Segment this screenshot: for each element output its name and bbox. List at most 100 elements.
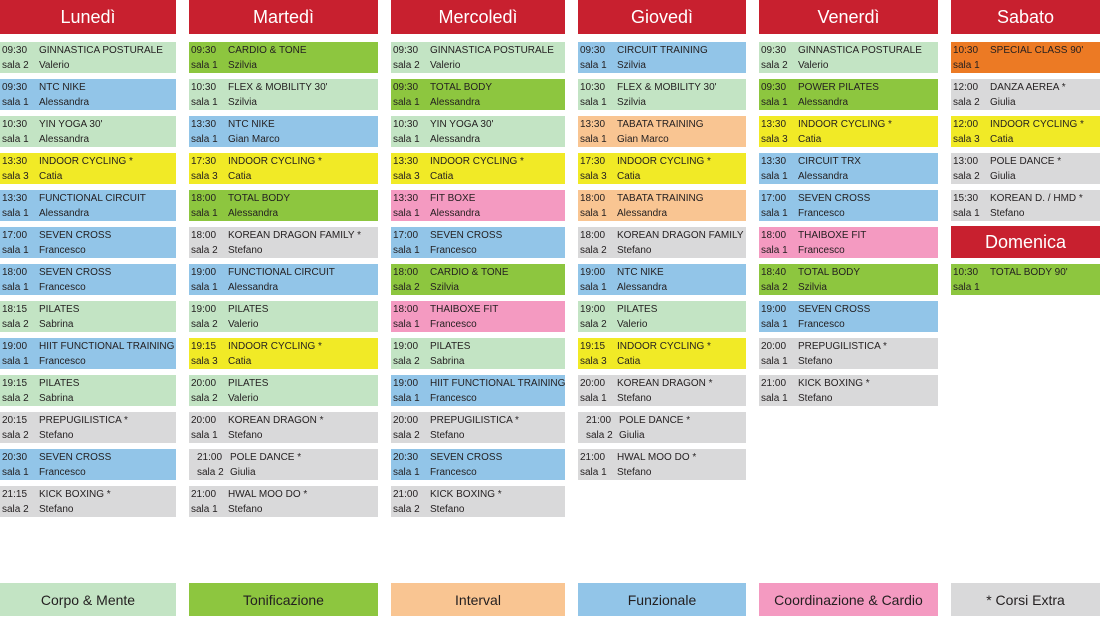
slot-teacher: Francesco [39,467,86,478]
day-header: Mercoledì [391,0,565,34]
slot-room: sala 1 [761,171,788,182]
slot-course: TABATA TRAINING [617,193,704,204]
slot-course: TABATA TRAINING [617,119,704,130]
class-slot: 10:30 YIN YOGA 30' sala 1 Alessandra [391,116,565,147]
slot-room: sala 2 [761,282,788,293]
class-slot: 19:00 SEVEN CROSS sala 1 Francesco [759,301,938,332]
slot-room: sala 1 [2,134,29,145]
slot-time: 10:30 [953,45,979,56]
slot-time: 17:00 [761,193,787,204]
day-header: Sabato [951,0,1100,34]
day-header: Lunedì [0,0,176,34]
class-slot: 17:00 SEVEN CROSS sala 1 Francesco [391,227,565,258]
slot-teacher: Giulia [230,467,256,478]
slot-teacher: Francesco [798,245,845,256]
slot-time: 10:30 [580,82,606,93]
slot-time: 20:00 [580,378,606,389]
slot-room: sala 2 [2,430,29,441]
slot-time: 13:30 [2,193,28,204]
slot-room: sala 2 [393,504,420,515]
day-column-mercoledi: Mercoledì 09:30 GINNASTICA POSTURALE sala 2… [391,0,565,560]
slot-room: sala 2 [953,97,980,108]
slot-teacher [990,280,1100,295]
legend-item-interval: Interval [391,583,565,616]
class-slot: 19:00 PILATES sala 2 Valerio [578,301,746,332]
class-slot: 19:00 HIIT FUNCTIONAL TRAINING sala 1 Franc… [391,375,565,406]
legend-item-funzionale: Funzionale [578,583,746,616]
class-slot: 19:00 NTC NIKE sala 1 Alessandra [578,264,746,295]
slot-time: 18:00 [393,267,419,278]
class-slot: 09:30 CIRCUIT TRAINING sala 1 Szilvia [578,42,746,73]
slot-room: sala 3 [761,134,788,145]
class-slot: 09:30 POWER PILATES sala 1 Alessandra [759,79,938,110]
slot-time: 19:00 [2,341,28,352]
slot-course: PREPUGILISTICA * [798,341,887,352]
slot-time: 17:30 [191,156,217,167]
slot-course: INDOOR CYCLING * [798,119,892,130]
slot-teacher: Catia [617,171,641,182]
class-slot: 19:00 HIIT FUNCTIONAL TRAINING sala 1 Franc… [0,338,176,369]
slot-room: sala 2 [2,319,29,330]
slot-course: DANZA AEREA * [990,82,1066,93]
legend-item-corsi-extra: * Corsi Extra [951,583,1100,616]
slot-time: 17:00 [393,230,419,241]
class-slot: 18:00 TOTAL BODY sala 1 Alessandra [189,190,378,221]
slot-course: CARDIO & TONE [430,267,509,278]
slot-time: 09:30 [393,45,419,56]
class-slot: 21:00 POLE DANCE * sala 2 Giulia [189,449,378,480]
slot-room: sala 2 [761,60,788,71]
class-slot: 10:30 FLEX & MOBILITY 30' sala 1 Szilvia [189,79,378,110]
slot-teacher: Valerio [228,393,259,404]
class-slot: 19:00 PILATES sala 2 Valerio [189,301,378,332]
slot-teacher: Francesco [798,319,845,330]
slot-course: THAIBOXE FIT [430,304,499,315]
slot-time: 19:15 [2,378,28,389]
slot-course: YIN YOGA 30' [430,119,494,130]
slot-room: sala 1 [191,504,218,515]
slot-time: 18:00 [2,267,28,278]
slot-teacher: Giulia [990,97,1016,108]
slot-room: sala 2 [191,393,218,404]
slot-course: HIIT FUNCTIONAL TRAINING [430,378,565,389]
slot-room: sala 2 [393,430,420,441]
slot-course: TOTAL BODY [228,193,291,204]
slot-time: 18:00 [580,230,606,241]
legend-item-corpo-mente: Corpo & Mente [0,583,176,616]
slot-room: sala 1 [761,356,788,367]
day-column-venerdi: Venerdì 09:30 GINNASTICA POSTURALE sala 2 Va… [759,0,938,560]
slot-teacher: Gian Marco [228,134,280,145]
slot-room: sala 2 [393,356,420,367]
slot-time: 09:30 [761,45,787,56]
slot-time: 20:30 [2,452,28,463]
slot-time: 12:00 [953,82,979,93]
slot-teacher: Francesco [798,208,845,219]
slot-room: sala 1 [191,60,218,71]
slot-teacher: Francesco [39,282,86,293]
slot-teacher: Stefano [430,430,465,441]
slot-time: 18:00 [393,304,419,315]
class-slot: 18:00 KOREAN DRAGON FAMILY * sala 2 Stefano [578,227,746,258]
slot-teacher: Gian Marco [617,134,669,145]
slot-time: 20:00 [393,415,419,426]
slot-course: INDOOR CYCLING * [990,119,1084,130]
slot-time: 19:00 [761,304,787,315]
slot-room: sala 3 [580,171,607,182]
slot-course: INDOOR CYCLING * [617,341,711,352]
slot-room: sala 1 [2,208,29,219]
class-slot: 09:30 GINNASTICA POSTURALE sala 2 Valerio [391,42,565,73]
slot-room: sala 1 [761,97,788,108]
slot-room: sala 2 [2,60,29,71]
slot-room: sala 1 [580,97,607,108]
slot-course: NTC NIKE [617,267,664,278]
day-column-giovedi: Giovedì 09:30 CIRCUIT TRAINING sala 1 Szilvi… [578,0,746,560]
class-slot: 21:00 POLE DANCE * sala 2 Giulia [578,412,746,443]
slot-time: 18:00 [191,230,217,241]
class-slot: 20:15 PREPUGILISTICA * sala 2 Stefano [0,412,176,443]
slot-teacher: Szilvia [228,97,257,108]
slot-room: sala 1 [580,60,607,71]
slot-room: sala 1 [2,245,29,256]
slot-time: 10:30 [953,267,979,278]
slot-teacher: Alessandra [430,134,481,145]
slot-course: INDOOR CYCLING * [228,341,322,352]
class-slot: 19:15 INDOOR CYCLING * sala 3 Catia [189,338,378,369]
